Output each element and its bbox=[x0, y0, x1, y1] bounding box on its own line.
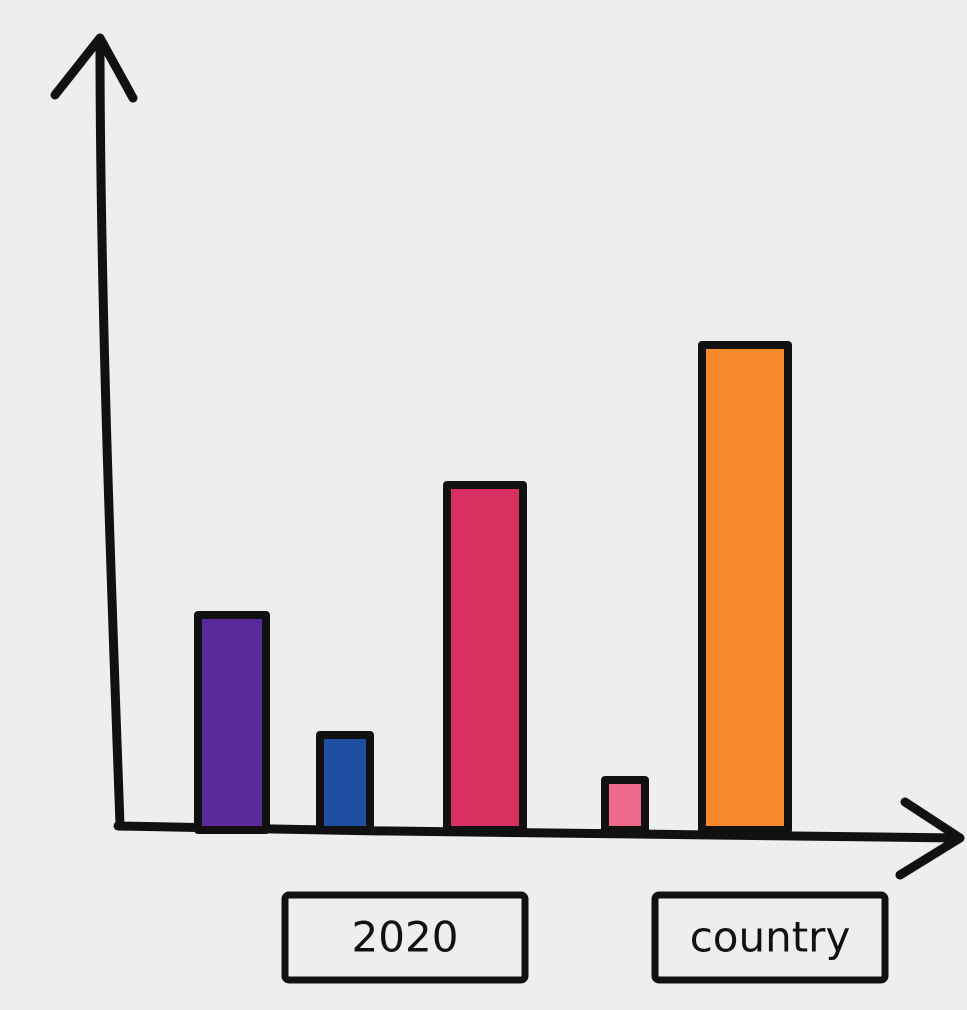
label-box bbox=[281, 891, 529, 984]
x-tick-label: country bbox=[690, 913, 851, 962]
bar bbox=[601, 776, 649, 834]
label-box bbox=[651, 891, 889, 984]
labels: 2020 country bbox=[281, 891, 889, 984]
bar bbox=[194, 611, 270, 834]
bar bbox=[698, 341, 792, 834]
y-axis bbox=[95, 35, 125, 830]
bar bbox=[443, 481, 527, 834]
x-axis-arrow bbox=[895, 797, 965, 880]
y-axis-arrow bbox=[50, 33, 138, 103]
bar bbox=[316, 731, 374, 834]
x-tick-label: 2020 bbox=[352, 913, 459, 962]
bars bbox=[194, 341, 792, 834]
